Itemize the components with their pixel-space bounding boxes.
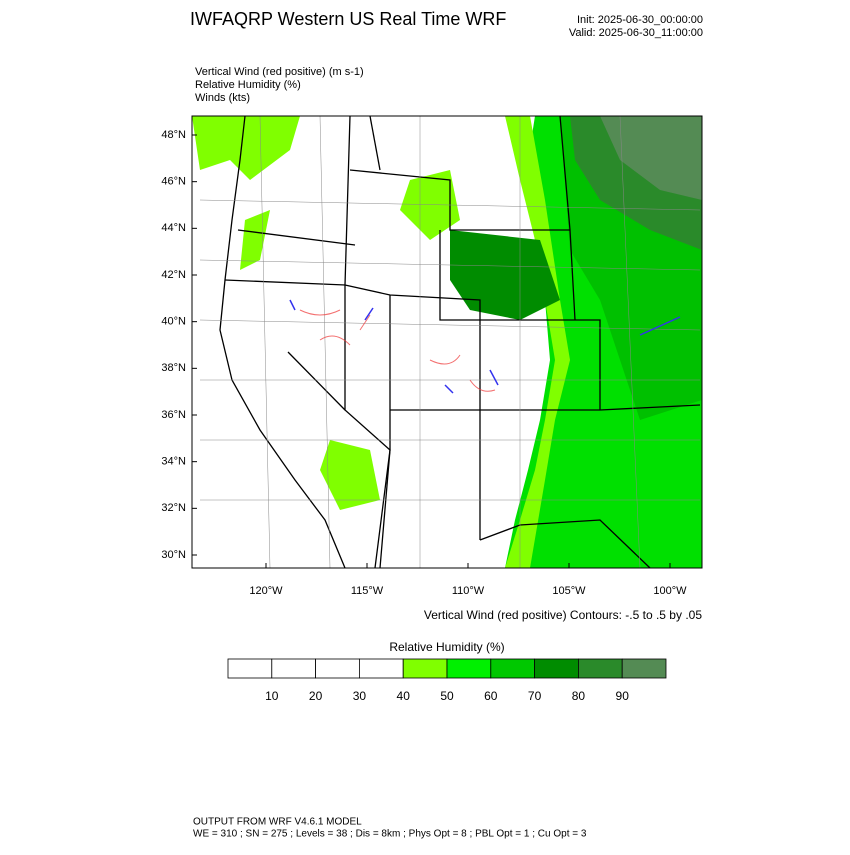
colorbar-box: [227, 658, 273, 679]
lat-label: 32°N: [161, 502, 186, 514]
colorbar-box: [271, 658, 316, 679]
lat-label: 34°N: [161, 456, 186, 468]
lat-label: 38°N: [161, 362, 186, 374]
humidity-area: [505, 116, 570, 568]
humidity-area: [320, 440, 380, 510]
lat-label: 42°N: [161, 269, 186, 281]
valid-time: Valid: 2025-06-30_11:00:00: [569, 27, 703, 39]
footer: WE = 310 ; SN = 275 ; Levels = 38 ; Dis …: [193, 829, 587, 840]
lat-label: 46°N: [161, 176, 186, 188]
lon-label: 110°W: [452, 585, 485, 597]
colorbar-label: 60: [484, 689, 498, 703]
humidity-area: [192, 116, 300, 180]
lat-label: 44°N: [161, 222, 186, 234]
lon-label: 115°W: [351, 585, 384, 597]
colorbar-box: [490, 658, 535, 679]
boundaries: [219, 116, 701, 568]
colorbar-label: 20: [309, 689, 323, 703]
lat-label: 30°N: [161, 549, 186, 561]
colorbar-box: [402, 658, 448, 679]
map: [191, 115, 703, 569]
humidity-area: [400, 170, 460, 240]
vertical-wind-contours: [289, 299, 681, 394]
colorbar-label: 50: [440, 689, 454, 703]
colorbar-box: [578, 658, 623, 679]
colorbar-box: [446, 658, 492, 679]
lon-label: 100°W: [653, 585, 687, 597]
colorbar-box: [621, 658, 667, 679]
colorbar-label: 70: [528, 689, 542, 703]
humidity-area: [600, 116, 702, 200]
colorbar-label: 80: [572, 689, 586, 703]
lon-label: 120°W: [249, 585, 283, 597]
field-label: Winds (kts): [195, 92, 250, 104]
lat-label: 36°N: [161, 409, 186, 421]
map-frame: [191, 115, 703, 569]
colorbar-label: 90: [616, 689, 630, 703]
colorbar-box: [358, 658, 404, 679]
field-label: Relative Humidity (%): [195, 79, 301, 91]
footer: OUTPUT FROM WRF V4.6.1 MODEL: [193, 817, 362, 828]
contour-note: Vertical Wind (red positive) Contours: -…: [424, 608, 702, 622]
colorbar-title: Relative Humidity (%): [389, 640, 504, 654]
lat-label: 48°N: [161, 129, 186, 141]
vertical-wind-contours: [299, 309, 496, 392]
colorbar-label: 40: [397, 689, 411, 703]
humidity-area: [450, 230, 560, 320]
lon-label: 105°W: [552, 585, 586, 597]
field-label: Vertical Wind (red positive) (m s-1): [195, 66, 364, 78]
colorbar-box: [315, 658, 360, 679]
init-time: Init: 2025-06-30_00:00:00: [577, 14, 703, 26]
lat-label: 40°N: [161, 316, 186, 328]
title: IWFAQRP Western US Real Time WRF: [190, 9, 506, 29]
colorbar-label: 10: [265, 689, 279, 703]
colorbar-label: 30: [353, 689, 367, 703]
colorbar-box: [534, 658, 579, 679]
counties: [199, 116, 701, 568]
